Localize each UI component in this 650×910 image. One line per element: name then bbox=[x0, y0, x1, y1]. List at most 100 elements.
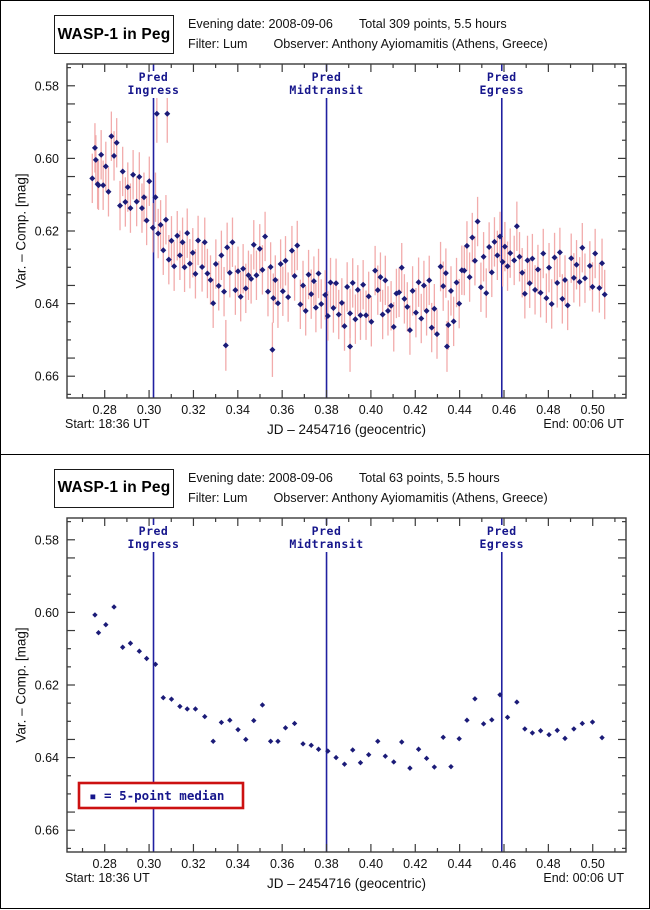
data-point bbox=[428, 324, 435, 331]
svg-text:0.34: 0.34 bbox=[226, 857, 250, 871]
data-point bbox=[192, 705, 199, 712]
axis-ticks bbox=[67, 517, 626, 852]
svg-text:0.66: 0.66 bbox=[35, 370, 59, 384]
evening-date-text: Evening date: 2008-09-06 bbox=[188, 470, 333, 485]
data-point bbox=[136, 173, 143, 180]
data-point bbox=[420, 282, 427, 289]
x-axis-title: JD – 2454716 (geocentric) bbox=[266, 422, 427, 437]
data-point bbox=[576, 278, 583, 285]
svg-text:0.60: 0.60 bbox=[35, 152, 59, 166]
data-point bbox=[176, 252, 183, 259]
data-point bbox=[514, 698, 520, 705]
pred-label-line: Pred bbox=[312, 524, 342, 538]
data-point bbox=[315, 746, 322, 752]
data-point bbox=[102, 163, 109, 170]
data-point bbox=[461, 267, 468, 274]
data-point bbox=[242, 285, 249, 292]
data-point bbox=[347, 310, 354, 317]
data-point bbox=[204, 270, 211, 277]
data-point bbox=[184, 705, 190, 712]
data-point bbox=[308, 742, 314, 748]
data-point bbox=[222, 342, 229, 349]
data-point bbox=[372, 267, 379, 274]
data-point bbox=[599, 260, 606, 267]
data-point bbox=[486, 243, 493, 250]
data-point bbox=[181, 264, 188, 271]
data-point bbox=[447, 287, 454, 294]
data-point bbox=[227, 717, 233, 723]
data-point bbox=[453, 279, 460, 286]
svg-text:0.42: 0.42 bbox=[403, 403, 427, 417]
data-point bbox=[534, 266, 541, 273]
data-point bbox=[124, 184, 131, 191]
data-point bbox=[474, 218, 481, 225]
data-point bbox=[365, 751, 372, 757]
data-point bbox=[554, 279, 561, 286]
data-point bbox=[363, 312, 370, 319]
data-point bbox=[294, 242, 301, 249]
data-point bbox=[111, 603, 117, 610]
chart-title: WASP-1 in Peg bbox=[57, 479, 171, 496]
chart-title-box: WASP-1 in Peg bbox=[54, 15, 174, 54]
data-point bbox=[318, 300, 325, 307]
svg-text:0.42: 0.42 bbox=[403, 857, 427, 871]
data-point bbox=[177, 703, 183, 709]
data-point bbox=[149, 224, 156, 231]
data-point bbox=[202, 713, 208, 719]
data-point bbox=[235, 726, 241, 732]
data-point bbox=[480, 720, 487, 727]
svg-text:0.32: 0.32 bbox=[181, 857, 205, 871]
data-point bbox=[406, 327, 413, 334]
data-point bbox=[275, 738, 281, 744]
data-point bbox=[423, 755, 430, 761]
data-point bbox=[89, 175, 96, 182]
data-point bbox=[111, 152, 118, 159]
data-point bbox=[269, 346, 276, 353]
svg-text:0.38: 0.38 bbox=[314, 403, 338, 417]
data-point bbox=[551, 254, 558, 261]
data-point bbox=[464, 717, 470, 723]
data-point bbox=[218, 719, 225, 725]
data-point bbox=[333, 754, 339, 760]
pred-label-line: Midtransit bbox=[289, 537, 363, 551]
y-tick-labels: 0.58 0.60 0.62 0.64 0.66 bbox=[35, 79, 59, 383]
data-point bbox=[199, 263, 206, 270]
data-point bbox=[546, 731, 552, 737]
data-point bbox=[472, 695, 478, 701]
data-point bbox=[168, 237, 175, 244]
data-point bbox=[215, 282, 222, 289]
data-point bbox=[192, 270, 199, 277]
data-point bbox=[103, 621, 109, 627]
data-point bbox=[456, 735, 462, 741]
data-point bbox=[589, 283, 596, 290]
data-point bbox=[564, 302, 571, 309]
data-point bbox=[153, 110, 160, 117]
legend-text: ▪ = 5-point median bbox=[89, 788, 224, 803]
svg-text:0.64: 0.64 bbox=[35, 751, 59, 765]
data-point bbox=[365, 293, 372, 300]
data-point bbox=[571, 725, 577, 732]
evening-date-text: Evening date: 2008-09-06 bbox=[188, 17, 333, 31]
svg-text:0.36: 0.36 bbox=[270, 857, 294, 871]
data-point bbox=[108, 133, 115, 140]
data-point bbox=[570, 274, 577, 281]
svg-text:0.28: 0.28 bbox=[93, 857, 117, 871]
data-point bbox=[243, 736, 249, 742]
data-point bbox=[240, 265, 247, 272]
data-points bbox=[89, 110, 608, 353]
data-point bbox=[463, 242, 470, 249]
filter-text: Filter: Lum bbox=[188, 37, 248, 51]
y-tick-labels: 0.58 0.60 0.62 0.64 0.66 bbox=[35, 533, 59, 837]
data-point bbox=[291, 273, 298, 280]
data-point bbox=[494, 252, 501, 259]
data-point bbox=[384, 307, 391, 314]
data-point bbox=[105, 188, 112, 195]
data-point bbox=[399, 738, 405, 745]
data-point bbox=[407, 764, 413, 771]
data-point bbox=[556, 249, 563, 256]
data-point bbox=[586, 262, 593, 269]
data-point bbox=[561, 277, 568, 284]
y-axis-title: Var. – Comp. [mag] bbox=[13, 173, 29, 289]
data-point bbox=[155, 230, 162, 237]
